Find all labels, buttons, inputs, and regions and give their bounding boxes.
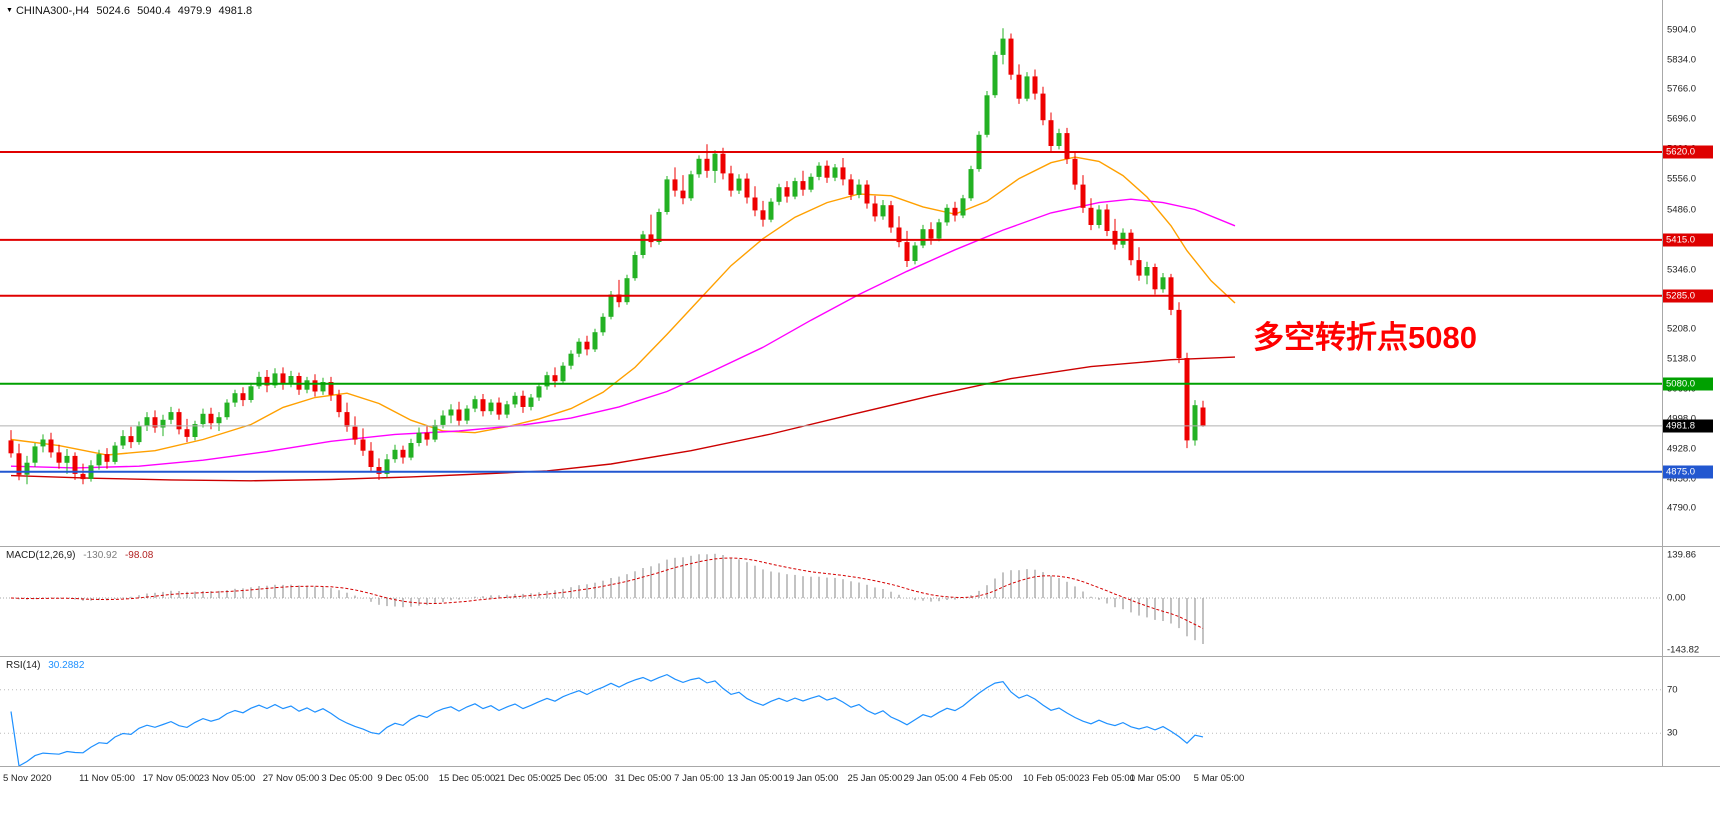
- price-axis-label: 5904.0: [1667, 24, 1697, 36]
- price-axis-label: 5208.0: [1667, 323, 1697, 335]
- ma-mid-magenta: [10, 198, 1236, 469]
- time-axis-label: 5 Mar 05:00: [1193, 773, 1245, 784]
- time-axis-label: 4 Feb 05:00: [961, 773, 1013, 784]
- annotation-text[interactable]: 多空转折点5080: [1253, 320, 1477, 355]
- panel-separator[interactable]: [0, 656, 1720, 657]
- macd-axis-label: -143.82: [1667, 644, 1700, 656]
- price-axis[interactable]: 5904.05834.05766.05696.05626.05556.05486…: [1662, 0, 1720, 546]
- time-axis-label: 21 Dec 05:00: [494, 773, 552, 784]
- rsi-panel-canvas[interactable]: [0, 657, 1720, 766]
- ohlc-high: 5040.4: [137, 5, 171, 17]
- rsi-name: RSI(14): [6, 660, 41, 671]
- time-axis-label: 23 Feb 05:00: [1079, 773, 1135, 784]
- price-axis-border: [1662, 0, 1663, 767]
- price-axis-label: 5696.0: [1667, 113, 1697, 125]
- macd-signal-value: -98.08: [124, 550, 154, 561]
- price-axis-label: 5138.0: [1667, 353, 1697, 365]
- panel-separator[interactable]: [0, 546, 1720, 547]
- price-box-5285: 5285.0: [1663, 289, 1713, 303]
- time-axis-label: 9 Dec 05:00: [377, 773, 429, 784]
- rsi-line: [10, 673, 1204, 766]
- price-box-5080: 5080.0: [1663, 377, 1713, 391]
- time-axis-label: 25 Dec 05:00: [550, 773, 608, 784]
- ma-lines-group: [10, 156, 1236, 482]
- price-axis-label: 5556.0: [1667, 173, 1697, 185]
- time-axis[interactable]: 5 Nov 2020 11 Nov 05:00 17 Nov 05:00 23 Nov…: [0, 767, 1720, 793]
- macd-axis-label: 139.86: [1667, 549, 1697, 561]
- ma-slow-red: [10, 356, 1236, 482]
- panel-separator: [0, 766, 1720, 767]
- time-axis-label: 15 Dec 05:00: [438, 773, 496, 784]
- rsi-axis[interactable]: 70 30: [1662, 657, 1720, 766]
- time-axis-label: 19 Jan 05:00: [783, 773, 839, 784]
- price-axis-label: 5766.0: [1667, 83, 1697, 95]
- time-axis-label: 11 Nov 05:00: [79, 773, 135, 784]
- ohlc-close: 4981.8: [218, 5, 253, 17]
- price-axis-label: 5834.0: [1667, 54, 1697, 66]
- macd-axis-label: 0.00: [1667, 592, 1686, 604]
- symbol-triangle-icon: ▼: [6, 7, 13, 14]
- time-axis-label: 1 Mar 05:00: [1129, 773, 1181, 784]
- symbol-ohlc-info: ▼ CHINA300-,H4 5024.6 5040.4 4979.9 4981.…: [6, 5, 256, 17]
- price-axis-label: 4858.0: [1667, 473, 1697, 485]
- macd-main-value: -130.92: [83, 550, 118, 561]
- time-axis-label: 25 Jan 05:00: [847, 773, 903, 784]
- symbol-name: CHINA300-,H4: [15, 5, 90, 17]
- macd-name: MACD(12,26,9): [6, 550, 76, 561]
- price-box-4875: 4875.0: [1663, 465, 1713, 479]
- ohlc-open: 5024.6: [96, 5, 131, 17]
- price-axis-label: 5486.0: [1667, 204, 1697, 215]
- price-axis-label: 4790.0: [1667, 502, 1697, 514]
- rsi-axis-label: 30: [1667, 727, 1678, 739]
- time-axis-label: 29 Jan 05:00: [903, 773, 959, 784]
- price-box-5620: 5620.0: [1663, 145, 1713, 159]
- macd-panel-canvas[interactable]: [0, 547, 1720, 656]
- macd-indicator-label: MACD(12,26,9) -130.92 -98.08: [6, 550, 153, 561]
- rsi-value: 30.2882: [48, 660, 85, 671]
- candlestick-series: [8, 28, 1206, 485]
- rsi-indicator-label: RSI(14) 30.2882: [6, 660, 84, 671]
- ma-fast-orange: [10, 156, 1236, 456]
- macd-axis[interactable]: 139.86 0.00 -143.82: [1662, 547, 1720, 656]
- price-box-5415: 5415.0: [1663, 233, 1713, 247]
- macd-signal-line: [10, 557, 1204, 629]
- time-axis-label: 17 Nov 05:00: [142, 773, 200, 784]
- time-axis-label: 27 Nov 05:00: [262, 773, 320, 784]
- price-axis-label: 5346.0: [1667, 264, 1697, 276]
- current-price-box: 4981.8: [1663, 419, 1713, 433]
- time-axis-label: 13 Jan 05:00: [727, 773, 783, 784]
- rsi-axis-label: 70: [1667, 684, 1678, 696]
- main-chart-canvas[interactable]: [0, 0, 1720, 546]
- price-axis-label: 4928.0: [1667, 443, 1697, 455]
- macd-histogram: [18, 553, 1204, 644]
- price-axis-label: 4998.0: [1667, 413, 1696, 424]
- time-axis-label: 23 Nov 05:00: [198, 773, 256, 784]
- time-axis-label: 5 Nov 2020: [3, 773, 52, 784]
- horizontal-lines-group: [0, 151, 1662, 473]
- time-axis-label: 10 Feb 05:00: [1023, 773, 1079, 784]
- ohlc-low: 4979.9: [177, 5, 212, 17]
- time-axis-label: 3 Dec 05:00: [321, 773, 373, 784]
- time-axis-label: 31 Dec 05:00: [614, 773, 672, 784]
- time-axis-label: 7 Jan 05:00: [674, 773, 724, 784]
